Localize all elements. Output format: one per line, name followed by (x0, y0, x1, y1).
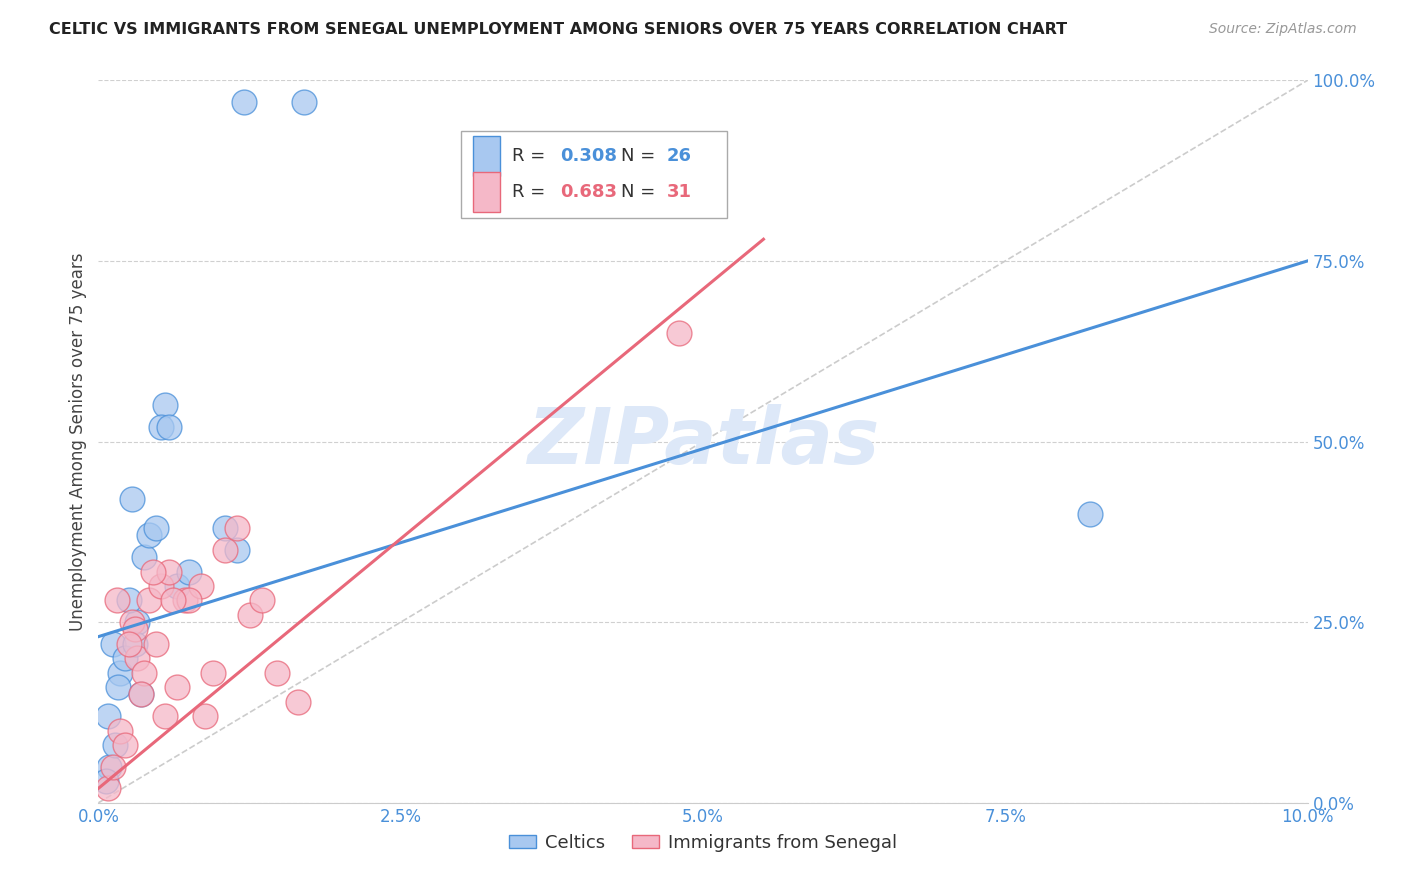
Text: 0.308: 0.308 (561, 147, 617, 165)
Point (118, 593, 141, 607)
Point (194, 709, 217, 723)
Text: 26: 26 (666, 147, 692, 165)
Point (145, 521, 167, 535)
Point (166, 579, 188, 593)
Point (104, 738, 127, 752)
Point (226, 521, 249, 535)
Text: 31: 31 (666, 183, 692, 202)
Point (121, 615, 143, 630)
Text: ZIPatlas: ZIPatlas (527, 403, 879, 480)
Bar (474, 172, 501, 212)
Legend: Celtics, Immigrants from Senegal: Celtics, Immigrants from Senegal (502, 826, 904, 859)
FancyBboxPatch shape (461, 131, 727, 218)
Point (157, 420, 180, 434)
Point (166, 680, 188, 694)
Point (250, 593, 273, 607)
Point (127, 651, 149, 665)
Text: R =: R = (512, 147, 551, 165)
Point (121, 492, 143, 507)
Text: N =: N = (621, 147, 661, 165)
Point (179, 565, 201, 579)
Point (1078, 507, 1101, 521)
Point (668, 326, 690, 341)
Text: Source: ZipAtlas.com: Source: ZipAtlas.com (1209, 22, 1357, 37)
Point (118, 637, 141, 651)
Point (124, 623, 146, 637)
Point (129, 687, 152, 701)
Point (150, 420, 173, 434)
Point (226, 542, 249, 557)
Text: N =: N = (621, 183, 661, 202)
Text: CELTIC VS IMMIGRANTS FROM SENEGAL UNEMPLOYMENT AMONG SENIORS OVER 75 YEARS CORRE: CELTIC VS IMMIGRANTS FROM SENEGAL UNEMPL… (49, 22, 1067, 37)
Point (202, 665, 225, 680)
Point (127, 615, 149, 630)
Point (214, 542, 236, 557)
Point (134, 665, 156, 680)
Point (157, 565, 180, 579)
Point (153, 709, 176, 723)
Point (101, 760, 124, 774)
Text: 0.683: 0.683 (561, 183, 617, 202)
Point (94, 774, 117, 789)
Point (134, 550, 156, 565)
Point (108, 665, 131, 680)
Point (266, 665, 288, 680)
Point (114, 651, 136, 665)
Bar (474, 136, 501, 176)
Point (214, 521, 236, 535)
Point (98, 760, 121, 774)
Y-axis label: Unemployment Among Seniors over 75 years: Unemployment Among Seniors over 75 years (69, 252, 87, 631)
Point (105, 593, 128, 607)
Point (124, 637, 146, 651)
Point (239, 607, 262, 622)
Point (129, 687, 152, 701)
Point (145, 637, 167, 651)
Point (162, 593, 184, 607)
Point (190, 579, 212, 593)
Point (97, 709, 120, 723)
Point (138, 528, 160, 542)
Point (174, 593, 197, 607)
Point (108, 723, 131, 738)
Point (179, 593, 201, 607)
Text: R =: R = (512, 183, 551, 202)
Point (138, 593, 160, 607)
Point (150, 579, 173, 593)
Point (153, 398, 176, 412)
Point (142, 565, 165, 579)
Point (107, 680, 129, 694)
Point (292, 95, 315, 109)
Point (232, 95, 254, 109)
Point (114, 738, 136, 752)
Point (97, 781, 120, 796)
Point (287, 695, 309, 709)
Point (101, 637, 124, 651)
